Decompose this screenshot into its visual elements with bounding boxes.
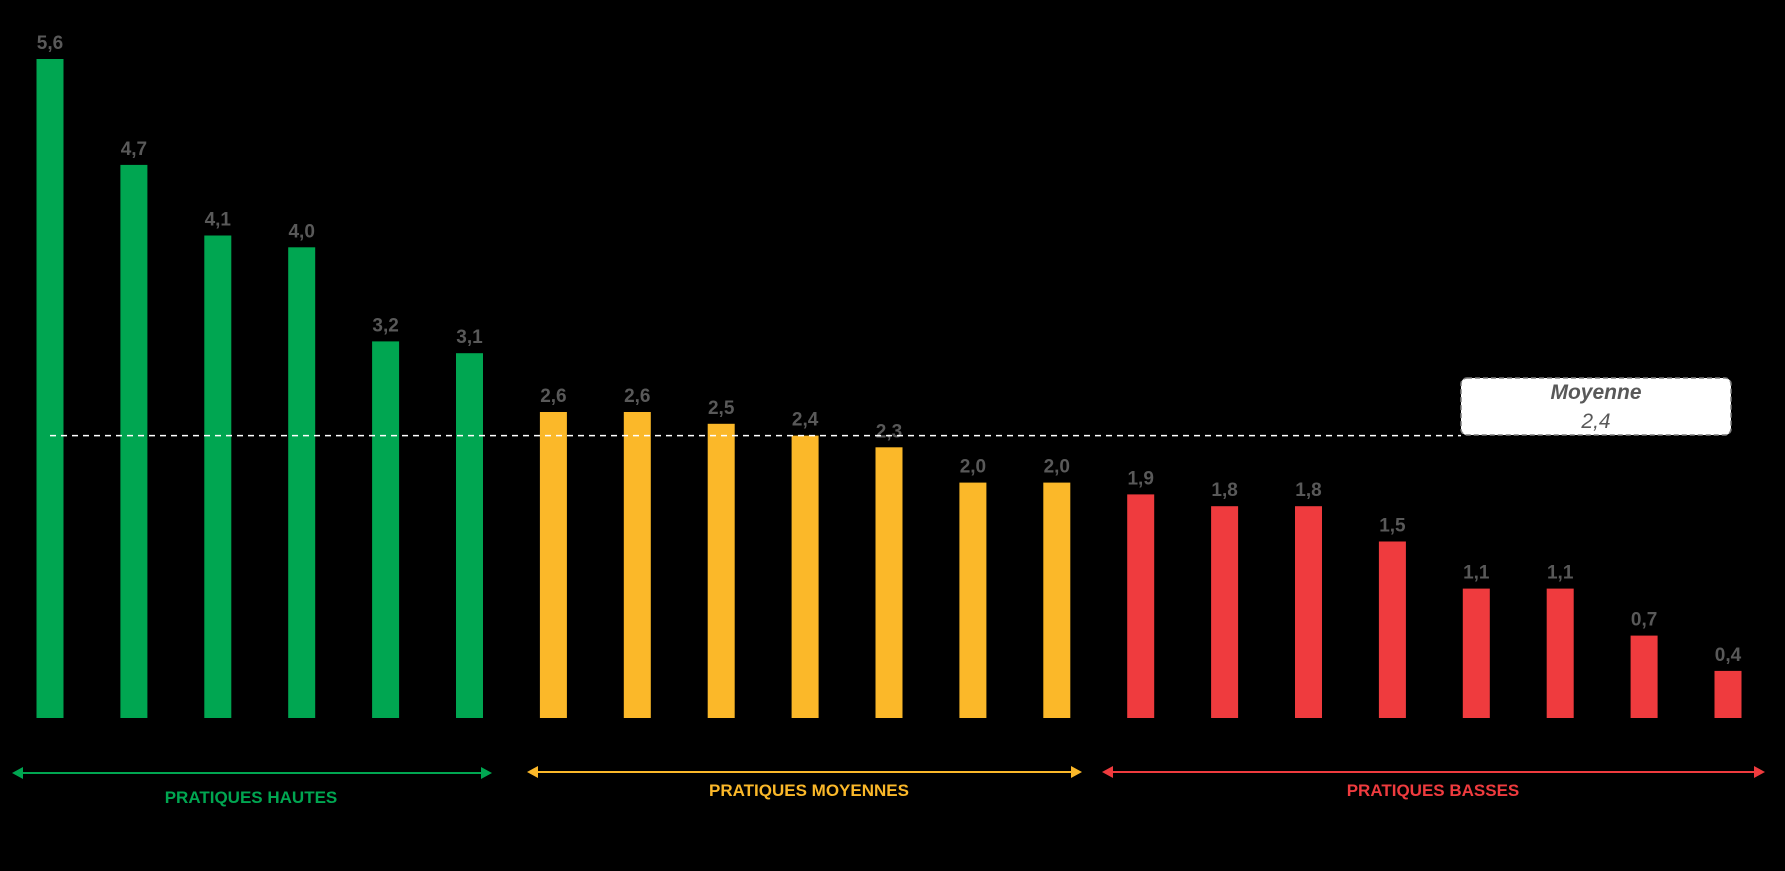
group-label-low: PRATIQUES BASSES [1347,781,1520,800]
value-label: 0,4 [1715,645,1742,666]
bar [1462,588,1490,718]
value-label: 2,5 [708,398,735,419]
group-axis-layer [12,766,1765,779]
bar [1295,506,1322,718]
average-value: 2,4 [1580,410,1610,433]
bar [959,482,987,718]
value-label: 1,8 [1295,480,1321,501]
group-range-arrow [12,767,492,779]
value-label: 1,5 [1379,516,1406,537]
value-labels-layer: 5,6 4,7 4,1 4,0 3,2 3,1 2,6 2,6 2,5 2,4 2,3 2,0 2,0 1… [37,33,1742,666]
bar [204,235,232,718]
value-label: 4,0 [288,221,314,242]
group-label-high: PRATIQUES HAUTES [165,788,338,807]
bar [1127,494,1155,718]
group-range-arrow [527,766,1082,778]
value-label: 4,7 [121,139,147,160]
value-label: 2,4 [792,410,819,431]
value-label: 2,0 [1044,457,1070,478]
bar [1211,506,1239,718]
bars-layer [36,59,1742,719]
average-box: Moyenne 2,4 [1460,377,1732,436]
value-label: 1,8 [1211,480,1237,501]
value-label: 0,7 [1631,610,1657,631]
group-range-arrow [1102,766,1765,778]
bar [456,353,483,718]
value-label: 2,6 [540,386,566,407]
bar [791,435,819,718]
value-label: 4,1 [205,210,232,231]
value-label: 1,9 [1127,468,1153,489]
value-label: 2,6 [624,386,650,407]
bar [875,447,903,718]
bar [1043,482,1071,718]
bar [623,412,651,718]
value-label: 2,0 [960,457,986,478]
bar [1630,635,1658,718]
average-title: Moyenne [1550,381,1641,404]
bar [1546,588,1574,718]
value-label: 1,1 [1463,563,1490,584]
bar [1714,670,1742,718]
bar [288,247,316,719]
bar [36,59,64,718]
value-label: 5,6 [37,33,63,54]
group-label-medium: PRATIQUES MOYENNES [709,781,909,800]
bar [707,423,735,718]
bar [120,164,148,718]
bar [1378,541,1406,718]
value-label: 3,2 [372,315,398,336]
value-label: 2,3 [876,421,902,442]
bar [372,341,400,718]
value-label: 3,1 [456,327,483,348]
bar [539,412,567,718]
value-label: 1,1 [1547,563,1574,584]
